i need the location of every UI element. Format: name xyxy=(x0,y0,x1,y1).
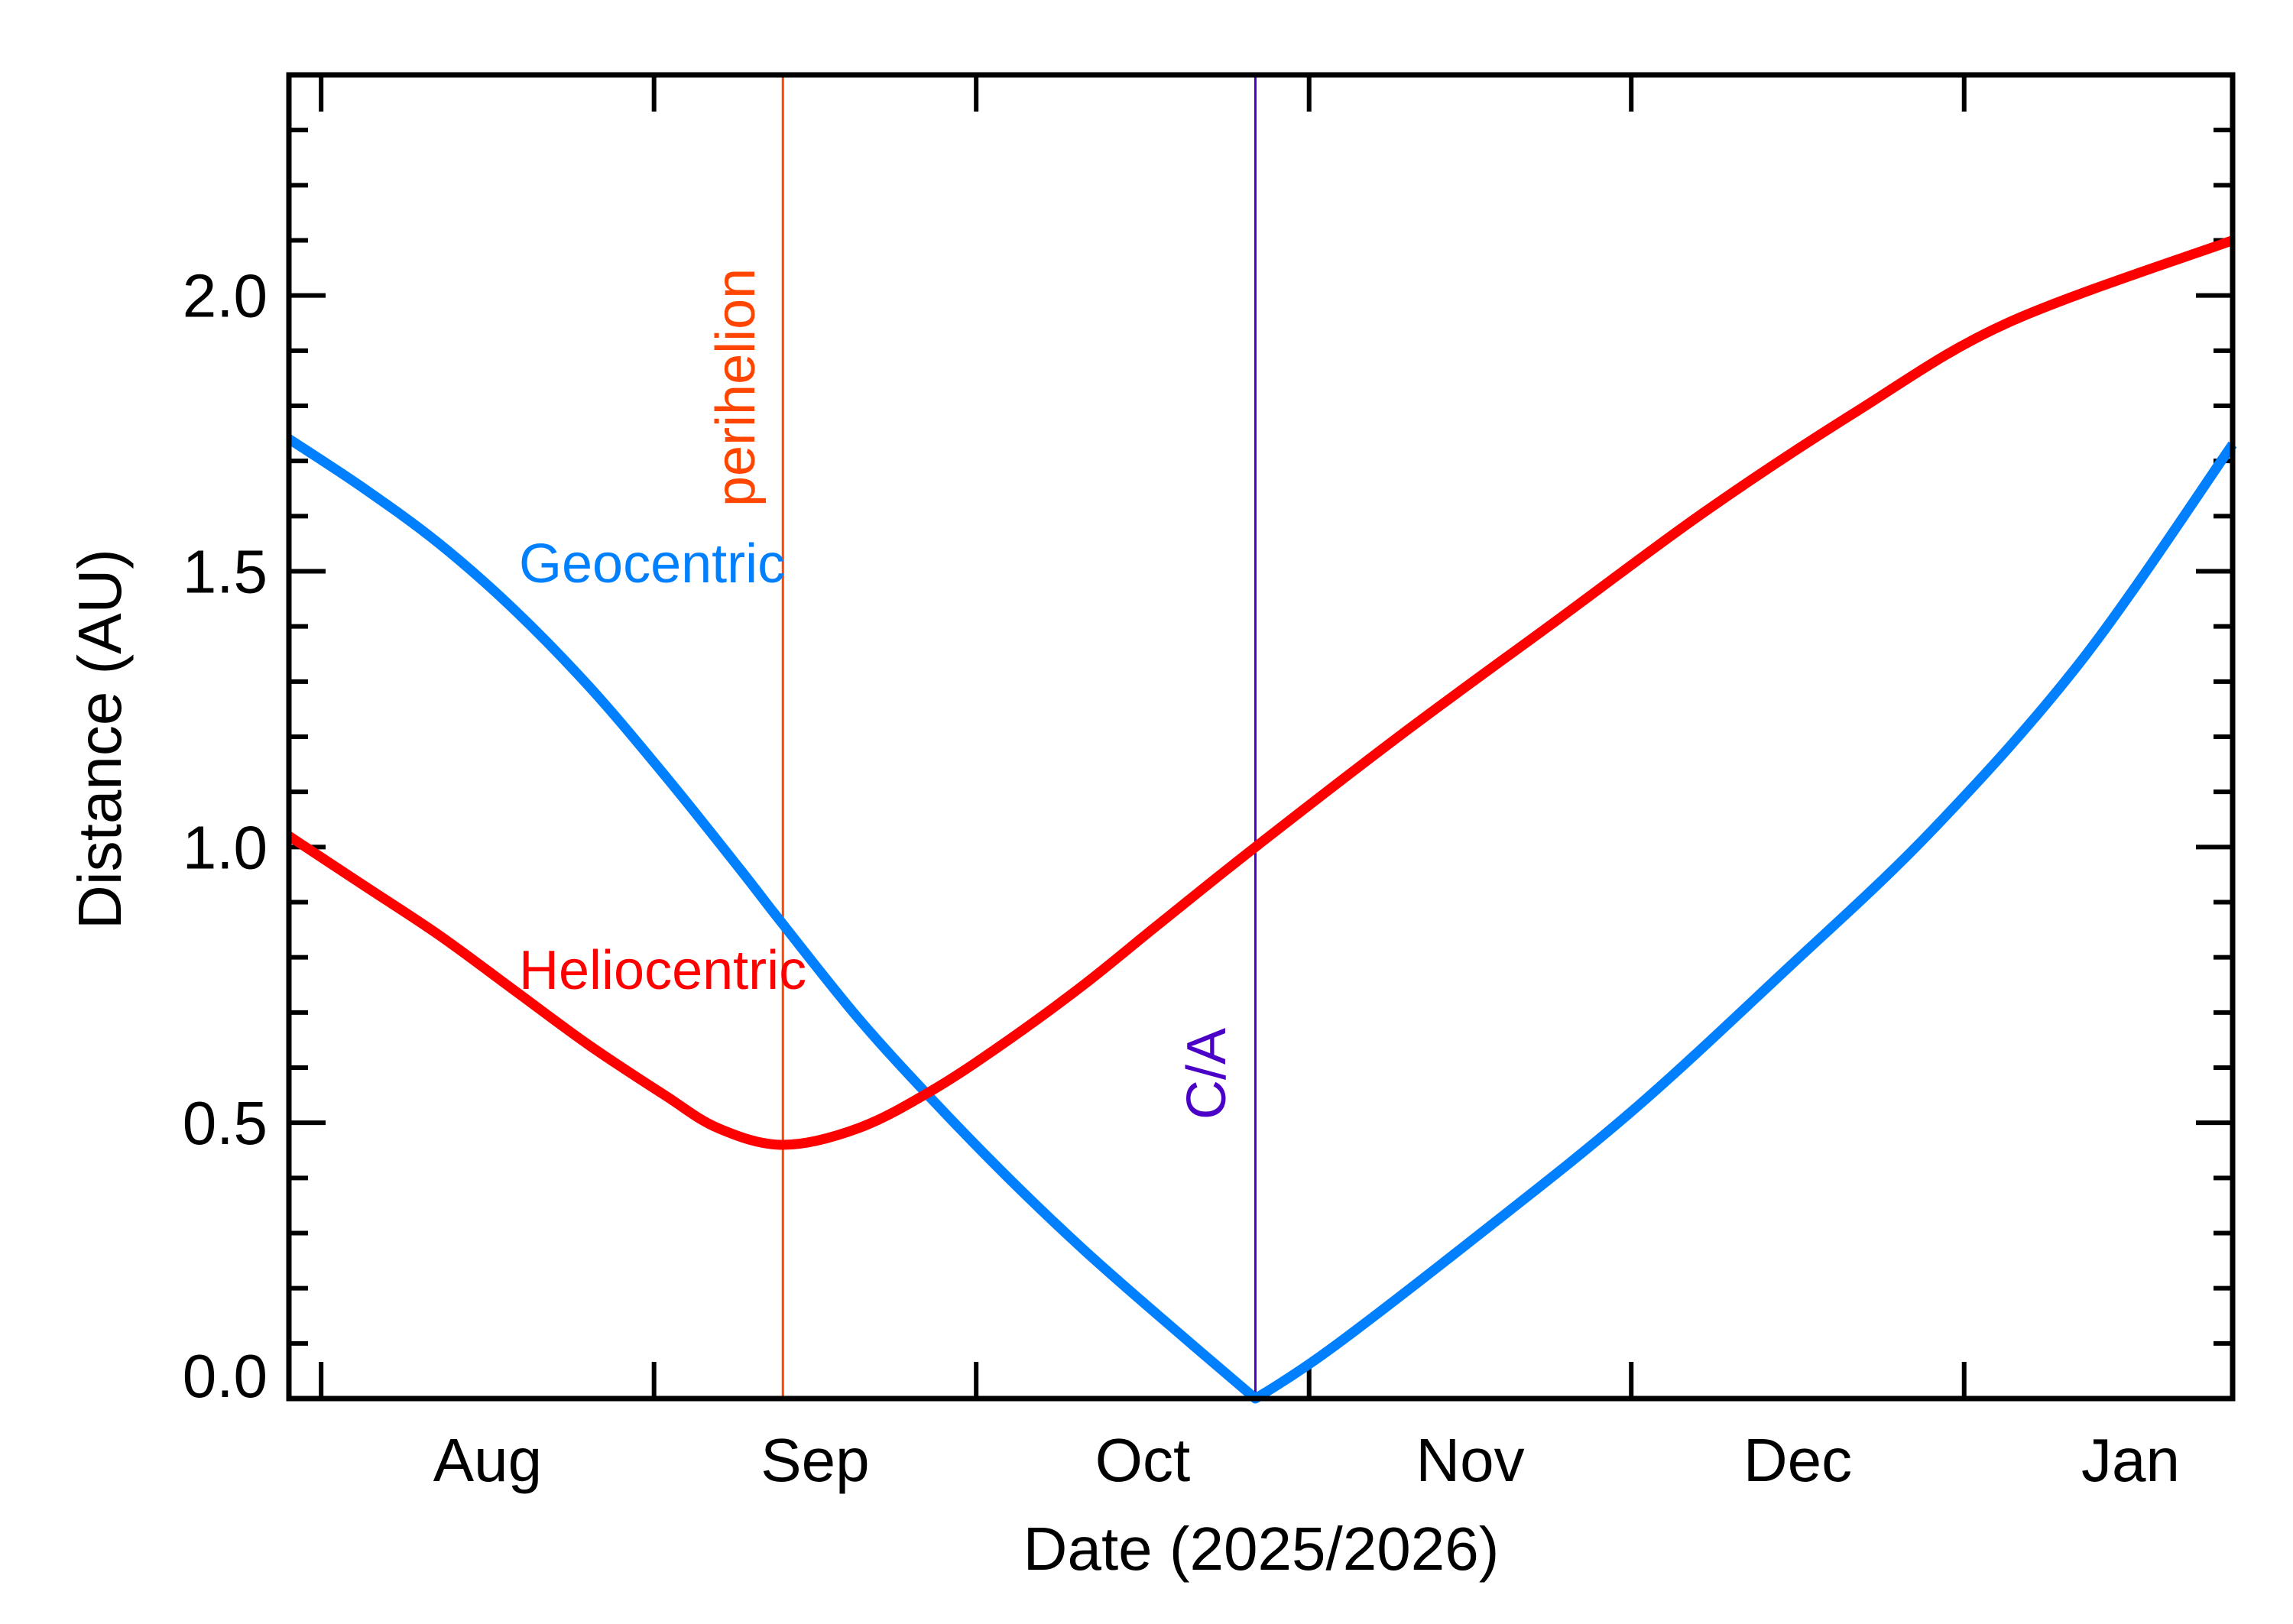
event-lines xyxy=(781,75,1257,1399)
x-axis-title: Date (2025/2026) xyxy=(1023,1515,1500,1583)
y-tick-label: 1.0 xyxy=(183,813,268,881)
x-tick-label: Aug xyxy=(433,1426,542,1494)
series-line-geocentric xyxy=(286,434,2237,1404)
axis-ticks xyxy=(289,75,2233,1399)
y-tick-label: 0.5 xyxy=(183,1089,268,1157)
series-label-geocentric: Geocentric xyxy=(519,533,785,595)
series-label-heliocentric: Heliocentric xyxy=(519,940,806,1001)
x-tick-label: Sep xyxy=(761,1426,869,1494)
y-tick-label: 0.0 xyxy=(183,1342,268,1410)
x-tick-label: Dec xyxy=(1743,1426,1852,1494)
plot-frame xyxy=(286,72,2236,1402)
x-tick-label: Jan xyxy=(2081,1426,2180,1494)
closest-approach-label: C/A xyxy=(1176,1028,1237,1120)
y-tick-label: 2.0 xyxy=(183,262,268,330)
y-tick-label: 1.5 xyxy=(183,538,268,606)
series-line-heliocentric xyxy=(286,235,2235,1150)
series-group xyxy=(286,235,2237,1404)
x-tick-label: Oct xyxy=(1095,1426,1190,1494)
perihelion-label: perihelion xyxy=(705,268,767,507)
y-axis-title: Distance (AU) xyxy=(66,549,134,929)
x-tick-label: Nov xyxy=(1416,1426,1524,1494)
tick-labels: Aug Sep Oct Nov Dec Jan 0.0 0.5 1.0 1.5 2.0 xyxy=(183,262,2180,1494)
